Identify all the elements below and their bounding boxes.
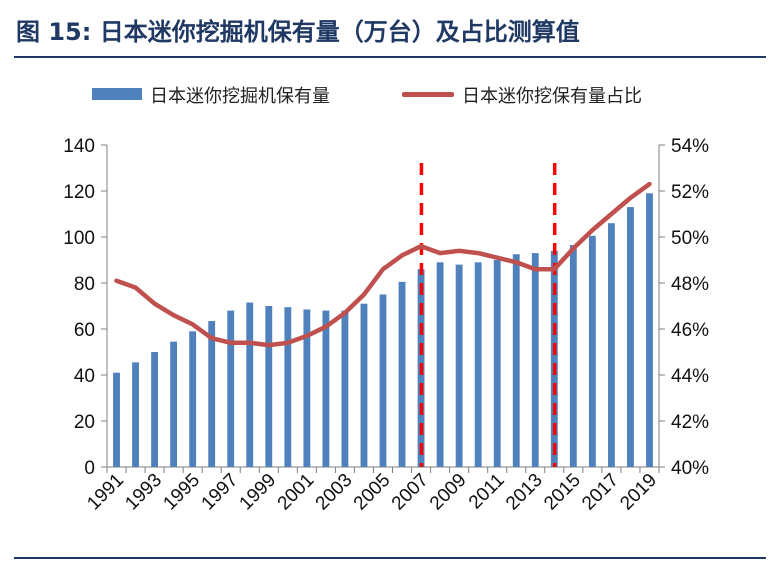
y-right-tick-label: 52% [671, 182, 709, 203]
y-right-tick-label: 54% [671, 136, 709, 157]
bar [208, 320, 216, 467]
legend-item-bar: 日本迷你挖掘机保有量 [92, 80, 392, 108]
bar [436, 262, 444, 467]
y-left-tick-label: 100 [63, 228, 95, 249]
bar [531, 253, 539, 467]
bar [493, 260, 501, 467]
x-tick-label: 2003 [312, 470, 357, 515]
x-tick-label: 2001 [274, 470, 319, 515]
bar [265, 306, 273, 467]
bar [151, 352, 159, 467]
x-tick-label: 2013 [502, 470, 547, 515]
share-line [114, 181, 652, 348]
bar [627, 207, 634, 467]
bar [455, 264, 463, 467]
y-left-tick-label: 0 [84, 458, 95, 479]
x-tick-label: 1997 [198, 470, 243, 515]
x-tick-label: 1995 [159, 470, 204, 515]
bar [303, 309, 311, 467]
bar [246, 302, 254, 467]
bar [550, 250, 558, 467]
legend-label-bar: 日本迷你挖掘机保有量 [150, 86, 330, 107]
y-right-tick-label: 42% [671, 412, 709, 433]
figure-title: 图 15: 日本迷你挖掘机保有量（万台）及占比测算值 [16, 18, 580, 46]
bar [113, 372, 120, 467]
y-right-tick-label: 50% [671, 228, 709, 249]
x-tick-label: 2017 [578, 470, 623, 515]
bar [569, 245, 577, 467]
y-right-tick-label: 40% [671, 458, 709, 479]
bar [227, 310, 235, 467]
y-left-tick-label: 80 [74, 274, 95, 295]
bar [474, 262, 482, 467]
bar [607, 223, 615, 467]
x-tick-label: 2015 [540, 470, 585, 515]
y-left-tick-label: 140 [63, 136, 95, 157]
y-right-tick-label: 46% [671, 320, 709, 341]
figure-header: 图 15: 日本迷你挖掘机保有量（万台）及占比测算值 [0, 0, 779, 62]
bar [189, 331, 197, 467]
title-rule [14, 56, 766, 58]
bar [379, 294, 387, 467]
bar [512, 254, 520, 467]
y-left-tick-label: 40 [74, 366, 95, 387]
y-right-tick-label: 44% [671, 366, 709, 387]
x-tick-label: 2019 [616, 470, 661, 515]
bar [588, 235, 596, 467]
bar [360, 303, 368, 467]
bar [646, 193, 653, 468]
bar [284, 307, 292, 467]
y-left-tick-label: 20 [74, 412, 95, 433]
x-tick-label: 2005 [350, 470, 395, 515]
y-left-tick-label: 60 [74, 320, 95, 341]
bottom-rule [14, 557, 766, 559]
x-tick-label: 2011 [465, 470, 509, 514]
y-left-tick-label: 120 [63, 182, 95, 203]
legend-swatch-line [402, 92, 454, 97]
bar [322, 310, 330, 467]
legend-swatch-bar [92, 88, 142, 100]
x-tick-label: 1993 [121, 470, 166, 515]
combo-chart: 0 20 40 60 80 100 120 140 40% 42% 44% 46% 48% 50% 52% 5… [63, 136, 709, 515]
legend-item-line: 日本迷你挖保有量占比 [402, 80, 702, 108]
y-right-tick-label: 48% [671, 274, 709, 295]
x-tick-label: 2007 [388, 470, 433, 515]
legend-label-line: 日本迷你挖保有量占比 [462, 86, 642, 107]
x-tick-label: 2009 [426, 470, 471, 515]
x-tick-label: 1999 [236, 470, 281, 515]
bar [170, 341, 178, 467]
bar [398, 281, 406, 467]
bar [341, 310, 349, 467]
bar [132, 362, 139, 467]
